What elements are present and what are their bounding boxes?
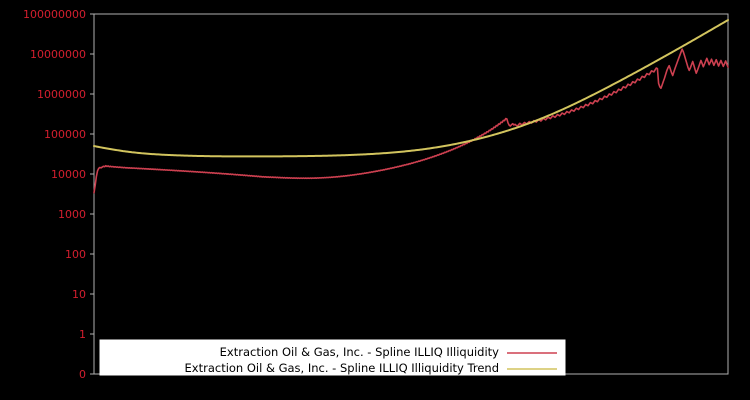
- y-axis-tick-label: 100000000: [23, 8, 86, 21]
- legend-box: [99, 339, 566, 376]
- series-line-illiquidity: [93, 48, 729, 194]
- y-axis-tick-label: 0: [79, 368, 86, 381]
- y-axis-tick-label: 1: [79, 328, 86, 341]
- y-axis-tick-label: 10000000: [30, 48, 86, 61]
- legend-entry-label: Extraction Oil & Gas, Inc. - Spline ILLI…: [185, 361, 499, 375]
- y-axis-tick-label: 100000: [44, 128, 86, 141]
- y-axis-tick-label: 1000000: [37, 88, 86, 101]
- legend-entry-label: Extraction Oil & Gas, Inc. - Spline ILLI…: [220, 345, 500, 359]
- y-axis-tick-label: 10000: [51, 168, 86, 181]
- y-axis-tick-label: 10: [72, 288, 86, 301]
- series-line-illiquidity-trend: [93, 19, 729, 158]
- y-axis-tick-label: 1000: [58, 208, 86, 221]
- y-axis-tick-label: 100: [65, 248, 86, 261]
